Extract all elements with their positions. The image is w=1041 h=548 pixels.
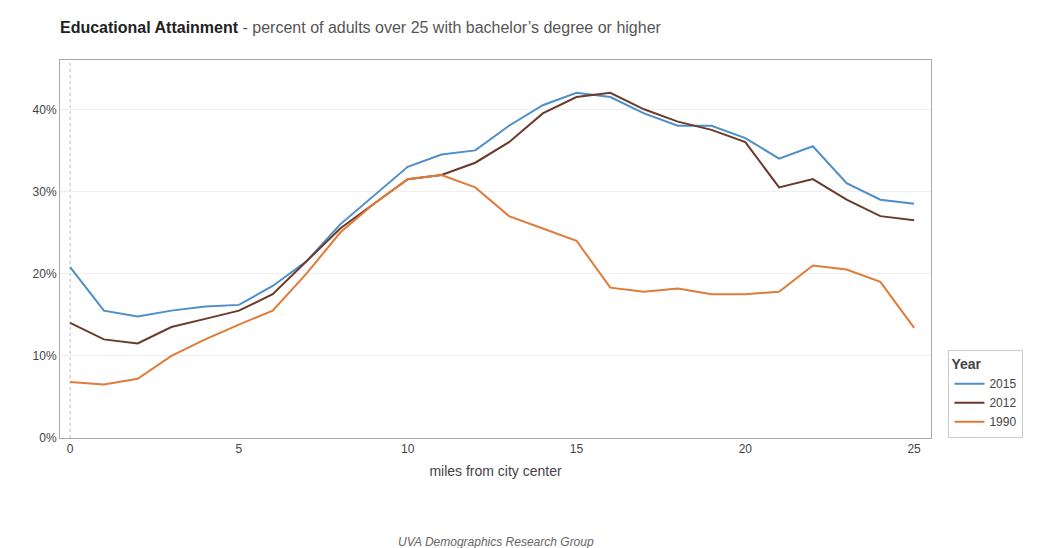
svg-text:UVA Demographics Research Grou: UVA Demographics Research Group bbox=[398, 535, 594, 548]
svg-text:20: 20 bbox=[739, 442, 753, 456]
svg-text:1990: 1990 bbox=[989, 415, 1016, 429]
svg-text:15: 15 bbox=[570, 442, 584, 456]
svg-text:10: 10 bbox=[401, 442, 415, 456]
svg-text:2012: 2012 bbox=[989, 396, 1016, 410]
svg-text:10%: 10% bbox=[33, 349, 57, 363]
svg-text:20%: 20% bbox=[33, 267, 57, 281]
svg-text:0%: 0% bbox=[39, 431, 57, 445]
svg-text:Year: Year bbox=[951, 356, 981, 372]
svg-text:Educational Attainment - perce: Educational Attainment - percent of adul… bbox=[60, 19, 662, 36]
svg-text:40%: 40% bbox=[33, 103, 57, 117]
svg-text:30%: 30% bbox=[33, 185, 57, 199]
svg-text:2015: 2015 bbox=[989, 377, 1016, 391]
svg-text:5: 5 bbox=[236, 442, 243, 456]
svg-text:0: 0 bbox=[67, 442, 74, 456]
svg-text:miles from city center: miles from city center bbox=[429, 463, 562, 479]
svg-text:25: 25 bbox=[907, 442, 921, 456]
